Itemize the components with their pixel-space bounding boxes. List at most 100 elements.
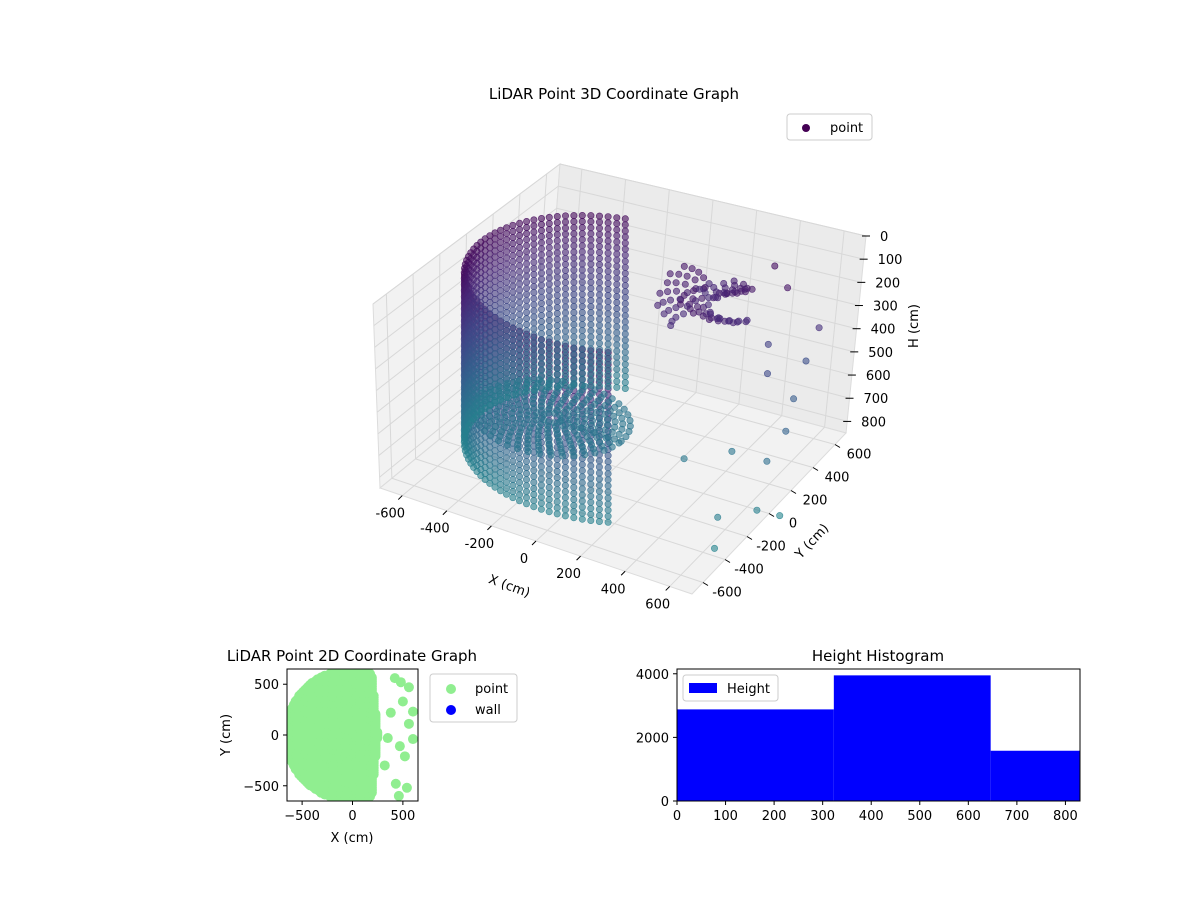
point-3d [604,261,612,269]
point-2d [395,677,406,688]
point-3d [537,318,545,326]
point-3d [683,289,691,297]
point-3d [578,363,586,371]
point-3d [561,230,569,238]
legend-2d-marker-wall [446,705,456,715]
point-3d [510,405,518,413]
point-3d [497,329,505,337]
point-3d [537,245,545,253]
point-3d [530,276,538,284]
point-3d [509,318,517,326]
point-3d [503,345,511,353]
point-3d [503,369,511,377]
point-3d [561,369,569,377]
point-3d [497,244,505,252]
point-3d [561,512,569,520]
point-3d [587,333,595,341]
point-3d [537,287,545,295]
point-3d [537,227,545,235]
point-3d [483,422,491,430]
point-3d [621,324,629,332]
point-3d [597,430,605,438]
point-3d [743,316,751,324]
point-3d [587,290,595,298]
point-3d [613,250,621,258]
point-3d [604,458,612,466]
point-3d [595,279,603,287]
point-3d [509,306,517,314]
point-3d [537,239,545,247]
point-2d [382,733,393,744]
point-3d [523,296,531,304]
ytick-label-3d: -400 [734,563,764,578]
point-3d [578,491,586,499]
yaxis-label-3d: Y (cm) [792,521,832,563]
point-3d [578,266,586,274]
point-3d [509,488,517,496]
point-3d [522,476,530,484]
point-3d [672,313,680,321]
point-3d [553,474,561,482]
point-3d [604,267,612,275]
point-3d [706,308,714,316]
point-3d [704,301,712,309]
point-3d [503,254,511,262]
point-3d [497,238,505,246]
point-3d [587,462,595,470]
point-3d [570,381,578,389]
point-3d [509,288,517,296]
xtick-label-hist: 600 [956,809,981,824]
point-3d [621,233,629,241]
xtick-3d [665,586,671,591]
point-3d [595,218,603,226]
plot3d-title: LiDAR Point 3D Coordinate Graph [489,85,739,103]
point-3d [595,382,603,390]
point-3d [561,500,569,508]
point-3d [503,296,511,304]
point-3d [570,309,578,317]
xtick-label-hist: 0 [673,809,681,824]
point-3d [595,493,603,501]
point-3d [523,290,531,298]
point-3d [537,499,545,507]
point-3d [523,339,531,347]
point-3d [545,286,553,294]
point-3d [604,433,612,441]
point-3d [523,236,531,244]
point-3d [604,304,612,312]
point-3d [537,324,545,332]
point-3d [503,351,511,359]
point-3d [503,230,511,238]
xtick-label-hist: 300 [810,809,835,824]
point-3d [523,345,531,353]
hist-title: Height Histogram [812,647,944,665]
point-3d [621,378,629,386]
point-3d [771,262,779,270]
point-3d [545,502,553,510]
point-3d [553,352,561,360]
point-3d [621,306,629,314]
point-3d [595,297,603,305]
point-3d [503,375,511,383]
point-3d [553,504,561,512]
point-3d [530,460,538,468]
point-3d [486,479,494,487]
point-3d [595,339,603,347]
xtick-label-3d: -600 [376,507,406,522]
point-3d [570,218,578,226]
point-3d [530,240,538,248]
point-3d [497,250,505,258]
point-3d [561,469,569,477]
zaxis-label-3d: H (cm) [907,304,922,348]
legend-2d-label-wall: wall [475,703,501,718]
point-3d [515,454,523,462]
point-3d [578,327,586,335]
point-3d [691,276,699,284]
point-3d [561,291,569,299]
point-3d [613,377,621,385]
point-3d [553,370,561,378]
point-2d [393,790,404,801]
yaxis-label-2d: Y (cm) [219,714,234,757]
point-3d [561,488,569,496]
point-3d [515,466,523,474]
